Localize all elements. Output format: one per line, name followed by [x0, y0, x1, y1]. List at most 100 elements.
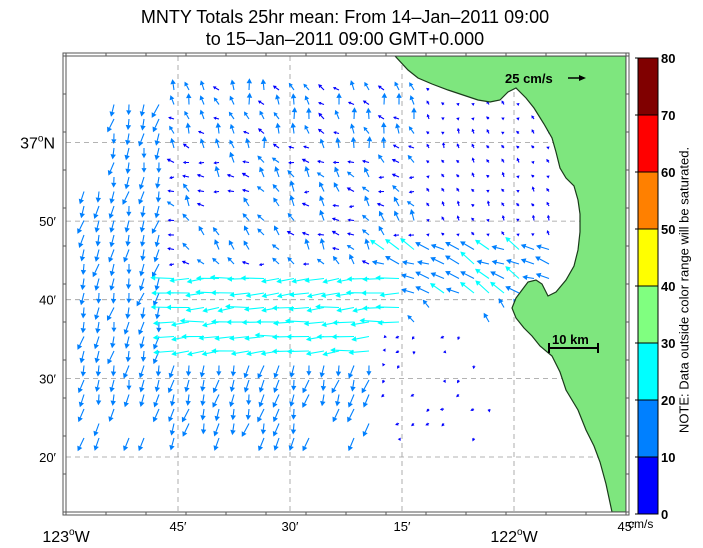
current-vector	[416, 259, 430, 266]
current-vector	[351, 335, 370, 342]
current-vector	[272, 257, 280, 265]
current-vector	[213, 97, 220, 105]
current-vector	[123, 249, 130, 263]
current-vector	[319, 195, 325, 207]
current-vector	[331, 217, 340, 222]
current-vector	[348, 365, 355, 379]
current-vector	[318, 181, 325, 192]
current-vector	[109, 234, 115, 248]
current-vector	[471, 204, 475, 208]
current-vector	[474, 239, 490, 250]
current-vector	[456, 102, 460, 107]
current-vector	[124, 176, 130, 190]
current-vector	[94, 307, 100, 321]
current-vector	[288, 305, 310, 312]
current-vector	[408, 126, 415, 134]
colorbar-tick-label: 60	[661, 165, 675, 180]
current-vectors	[77, 78, 551, 452]
current-vector	[257, 214, 265, 221]
current-vector	[331, 379, 340, 394]
current-vector	[426, 233, 430, 237]
scale-vector-arrowhead	[579, 75, 586, 81]
current-vector	[426, 87, 430, 91]
current-vector	[426, 202, 430, 207]
current-vector	[152, 292, 160, 307]
current-vector	[415, 242, 430, 250]
current-vector	[316, 172, 325, 178]
current-vector	[476, 259, 490, 265]
current-vector	[243, 379, 250, 393]
current-vector	[501, 100, 505, 105]
current-vector	[322, 277, 340, 284]
current-vector	[230, 423, 236, 436]
current-vector	[125, 234, 131, 247]
current-vector	[258, 379, 265, 393]
current-vector	[243, 240, 250, 250]
current-vector	[94, 278, 100, 291]
current-vector	[169, 277, 190, 283]
current-vector	[475, 280, 490, 294]
current-vector	[306, 107, 312, 120]
current-vector	[445, 271, 460, 279]
current-vector	[79, 249, 86, 262]
current-vector	[441, 117, 445, 121]
current-vector	[395, 422, 400, 426]
current-vector	[229, 379, 236, 393]
current-vector	[185, 306, 205, 313]
current-vector	[444, 255, 460, 265]
current-vector	[125, 133, 131, 146]
current-vector	[304, 95, 310, 105]
current-vector	[185, 292, 205, 298]
current-vector	[318, 112, 325, 120]
current-vector	[361, 214, 370, 221]
current-vector	[110, 365, 117, 377]
current-vector	[154, 307, 161, 320]
current-vector	[363, 126, 370, 134]
current-vector	[242, 130, 250, 135]
current-vector	[443, 350, 447, 354]
current-vector	[440, 335, 445, 339]
current-vector	[364, 238, 370, 250]
current-vector	[385, 255, 400, 265]
current-vector	[396, 92, 402, 105]
current-vector	[199, 95, 205, 105]
current-vector	[273, 379, 280, 393]
current-vector	[531, 129, 535, 134]
current-vector	[271, 157, 280, 163]
current-vector	[286, 231, 295, 236]
current-vector	[229, 394, 235, 408]
current-vector	[126, 104, 132, 116]
current-vector	[376, 202, 385, 207]
current-vector	[332, 86, 340, 91]
current-vector	[486, 129, 490, 134]
current-vector	[225, 303, 250, 310]
current-vector	[407, 154, 415, 163]
current-vector	[261, 136, 268, 149]
current-vector	[168, 365, 175, 379]
current-vector	[165, 290, 190, 296]
current-vector	[170, 79, 176, 91]
current-vector	[471, 157, 475, 163]
current-vector	[332, 319, 355, 326]
scale-bar: 10 km	[548, 332, 599, 353]
current-vector	[364, 195, 370, 207]
current-vector	[445, 287, 460, 294]
current-vector	[348, 204, 355, 209]
map-title: MNTY Totals 25hr mean: From 14–Jan–2011 …	[0, 6, 690, 50]
current-vector	[456, 127, 461, 134]
current-vector	[109, 278, 115, 291]
current-vector	[123, 365, 130, 379]
current-vector	[286, 348, 310, 355]
current-vector	[315, 304, 340, 310]
current-vector	[276, 277, 295, 284]
current-vector	[109, 104, 115, 117]
current-vector	[385, 238, 400, 250]
current-vector	[501, 171, 505, 178]
current-vector	[546, 201, 550, 207]
current-vector	[139, 278, 145, 292]
lat-tick-label: 30′	[39, 371, 56, 386]
current-vector	[306, 365, 312, 376]
current-vector	[246, 350, 265, 357]
current-vector	[94, 379, 101, 393]
current-vector	[382, 363, 386, 367]
